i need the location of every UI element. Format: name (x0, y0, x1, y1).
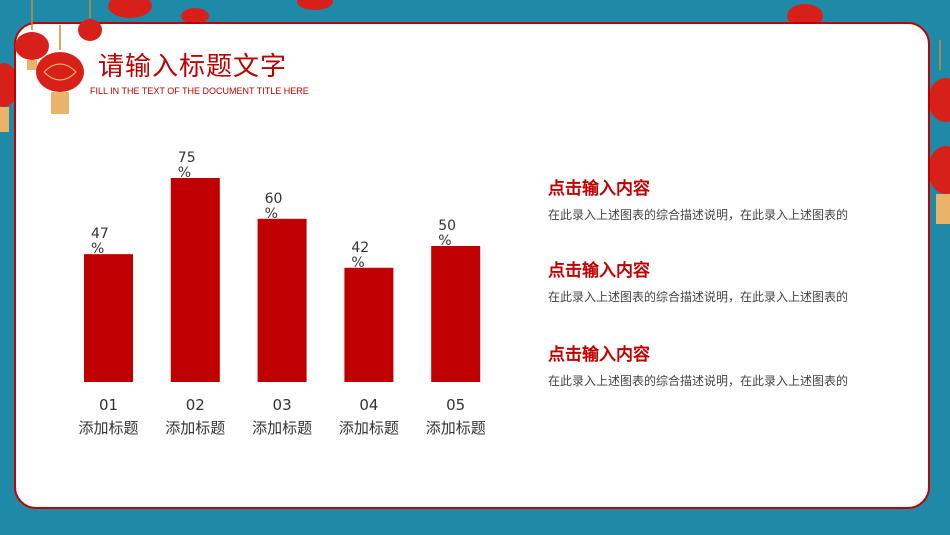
category-label: 04 (359, 396, 378, 414)
content-heading-2[interactable]: 点击输入内容 (548, 261, 650, 281)
bar-05 (431, 246, 481, 382)
content-description-2: 在此录入上述图表的综合描述说明，在此录入上述图表的 (548, 290, 849, 304)
category-label: 05 (446, 396, 465, 414)
category-sublabel: 添加标题 (426, 419, 486, 437)
bar-value-label: 50% (438, 218, 456, 249)
bar-value-label: 60% (265, 191, 283, 222)
bar-03 (257, 218, 307, 382)
bar-02 (170, 178, 220, 382)
page-title: 请输入标题文字 (98, 52, 288, 82)
content-heading-3[interactable]: 点击输入内容 (548, 345, 650, 365)
content-heading-1[interactable]: 点击输入内容 (548, 179, 650, 199)
lantern-icon (787, 4, 823, 22)
category-sublabel: 添加标题 (78, 419, 138, 437)
bar-04 (344, 267, 394, 382)
content-description-1: 在此录入上述图表的综合描述说明，在此录入上述图表的 (548, 208, 849, 222)
lantern-icon (0, 63, 18, 132)
page-subtitle: FILL IN THE TEXT OF THE DOCUMENT TITLE H… (90, 86, 309, 96)
bar-value-label: 42% (351, 240, 369, 271)
lantern-icon (108, 0, 333, 22)
content-description-3: 在此录入上述图表的综合描述说明，在此录入上述图表的 (548, 374, 849, 388)
category-label: 01 (99, 396, 118, 414)
bar-value-label: 47% (91, 226, 109, 257)
category-sublabel: 添加标题 (165, 419, 225, 437)
category-label: 02 (186, 396, 205, 414)
bar-value-label: 75% (178, 150, 196, 181)
category-label: 03 (273, 396, 292, 414)
bar-chart: 47 % 01 添加标题 75 % 02 添加标题 60 % 03 添加标题 42 % 04 添加标题 50 % 0… (78, 150, 486, 437)
lantern-icon (928, 40, 950, 224)
lantern-icon (15, 0, 102, 114)
category-sublabel: 添加标题 (252, 419, 312, 437)
category-sublabel: 添加标题 (339, 419, 399, 437)
bar-01 (84, 254, 133, 382)
